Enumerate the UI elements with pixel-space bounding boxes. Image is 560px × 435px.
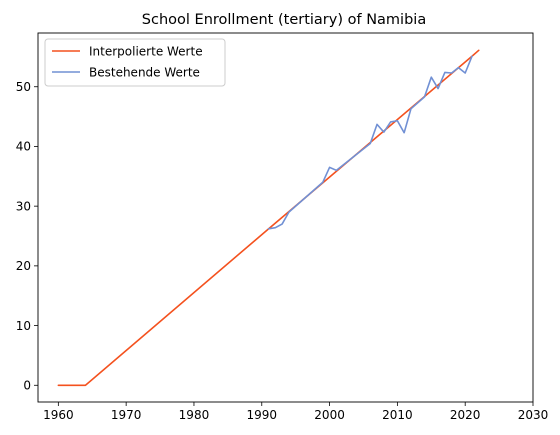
- y-tick-label: 10: [16, 319, 31, 333]
- legend: Interpolierte Werte Bestehende Werte: [44, 38, 226, 87]
- legend-label-interpolated: Interpolierte Werte: [89, 44, 203, 58]
- series-layer: [57, 49, 480, 387]
- x-tick-label: 1980: [179, 408, 210, 422]
- series-line-interpolated: [57, 49, 480, 387]
- y-axis: 0 10 20 30 40 50: [16, 80, 38, 393]
- y-tick-label: 50: [16, 80, 31, 94]
- x-tick-label: 1960: [43, 408, 74, 422]
- chart-title: School Enrollment (tertiary) of Namibia: [142, 12, 426, 28]
- x-tick-label: 2010: [382, 408, 413, 422]
- legend-box: [44, 38, 226, 87]
- x-tick-label: 1990: [246, 408, 277, 422]
- y-tick-label: 0: [23, 379, 31, 393]
- x-axis: 1960 1970 1980 1990 2000 2010 2020 2030: [43, 402, 548, 422]
- y-tick-label: 20: [16, 259, 31, 273]
- plot-frame: [37, 32, 534, 403]
- y-tick-label: 30: [16, 199, 31, 213]
- x-tick-label: 2020: [450, 408, 481, 422]
- x-tick-label: 1970: [111, 408, 142, 422]
- x-tick-label: 2030: [518, 408, 549, 422]
- legend-label-existing: Bestehende Werte: [89, 65, 200, 79]
- series-line-existing: [267, 55, 473, 230]
- y-tick-label: 40: [16, 140, 31, 154]
- x-tick-label: 2000: [314, 408, 345, 422]
